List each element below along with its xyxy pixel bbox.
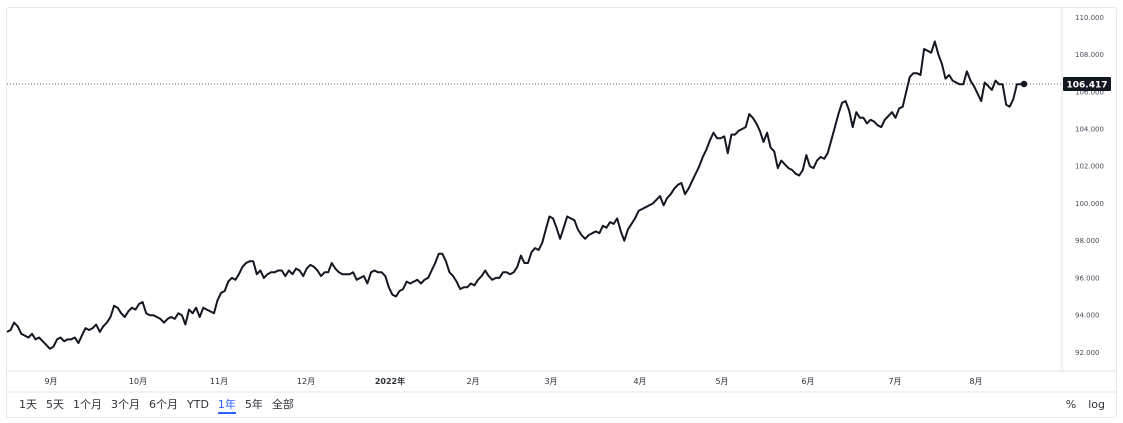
range-button[interactable]: 1个月 <box>73 398 102 411</box>
x-tick-label: 2月 <box>466 377 479 386</box>
range-button[interactable]: 1天 <box>19 398 37 411</box>
y-tick-label: 96.000 <box>1075 274 1100 282</box>
last-price-label-bg <box>1063 77 1111 92</box>
x-tick-label: 2022年 <box>375 376 405 386</box>
y-tick-label: 104.000 <box>1075 126 1104 134</box>
range-button[interactable]: 1年 <box>217 398 236 414</box>
x-tick-label: 3月 <box>544 377 557 386</box>
scale-selector: % log <box>1054 398 1105 412</box>
percent-scale-button[interactable]: % <box>1065 398 1077 411</box>
y-tick-label: 100.000 <box>1075 200 1104 208</box>
x-tick-label: 4月 <box>633 377 646 386</box>
x-tick-label: 12月 <box>297 377 315 386</box>
y-tick-label: 110.000 <box>1075 14 1104 22</box>
range-button[interactable]: 5年 <box>244 398 263 411</box>
range-button[interactable]: YTD <box>187 398 209 411</box>
last-price-marker <box>1020 80 1028 88</box>
x-tick-label: 8月 <box>969 377 982 386</box>
x-tick-label: 5月 <box>715 377 728 386</box>
x-tick-label: 7月 <box>888 377 901 386</box>
range-selector: 1天 5天 1个月 3个月 6个月 YTD 1年 5年 全部 <box>19 398 303 414</box>
x-tick-label: 9月 <box>44 377 57 386</box>
y-tick-label: 98.000 <box>1075 237 1100 245</box>
price-line-series <box>6 40 1025 350</box>
y-tick-label: 92.000 <box>1075 349 1100 357</box>
range-button[interactable]: 全部 <box>271 398 294 411</box>
range-button[interactable]: 6个月 <box>149 398 178 411</box>
y-tick-label: 102.000 <box>1075 163 1104 171</box>
last-price-label: 106.417 <box>1067 81 1108 91</box>
y-tick-label: 108.000 <box>1075 51 1104 59</box>
x-tick-label: 10月 <box>129 377 147 386</box>
range-button[interactable]: 3个月 <box>111 398 140 411</box>
x-tick-label: 11月 <box>210 377 228 386</box>
log-scale-button[interactable]: log <box>1088 398 1105 411</box>
chart-frame <box>6 7 1117 418</box>
y-tick-label: 94.000 <box>1075 312 1100 320</box>
range-button[interactable]: 5天 <box>46 398 64 411</box>
y-tick-label: 106.000 <box>1075 88 1104 96</box>
x-tick-label: 6月 <box>801 377 814 386</box>
